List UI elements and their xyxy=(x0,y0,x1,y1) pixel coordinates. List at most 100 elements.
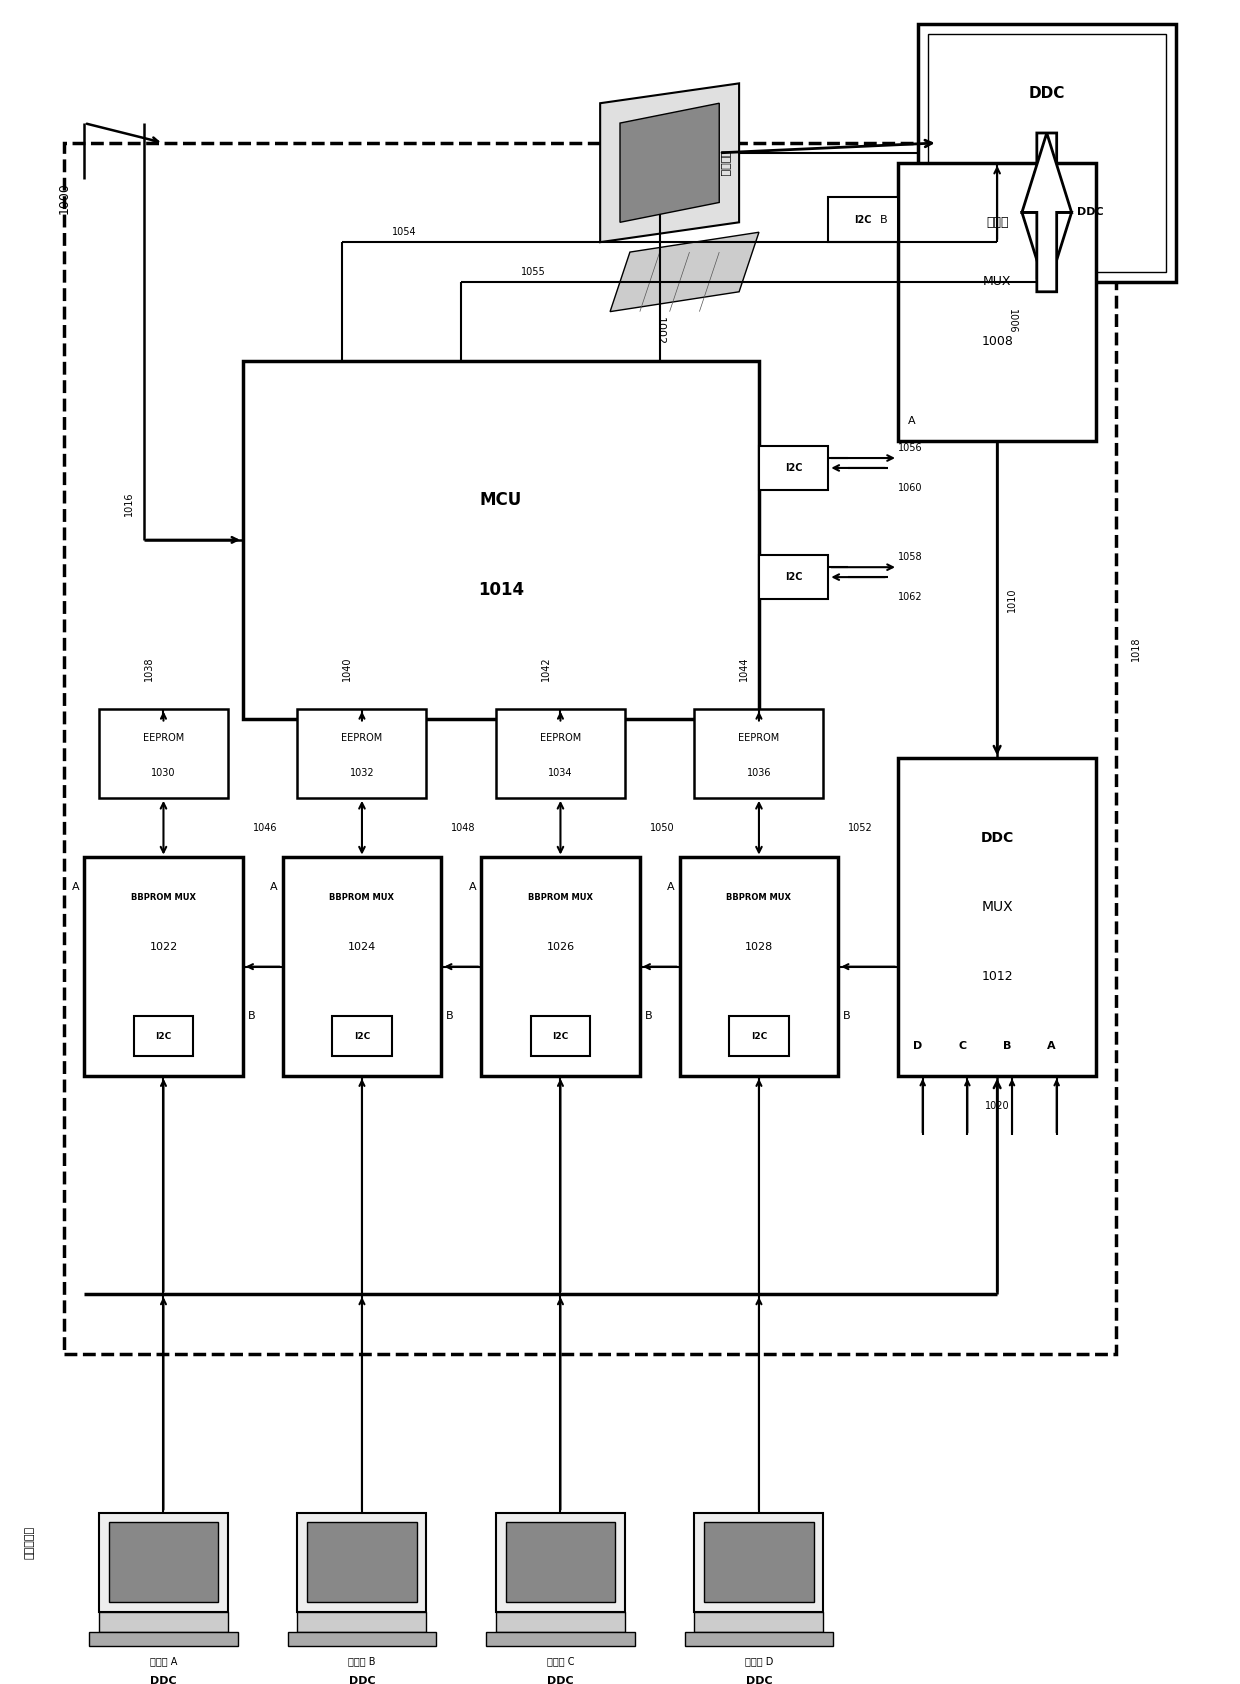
Polygon shape xyxy=(620,103,719,222)
Text: EEPROM: EEPROM xyxy=(143,734,184,743)
Text: 接口: 接口 xyxy=(1038,145,1056,160)
Bar xyxy=(704,1522,813,1601)
Text: 1024: 1024 xyxy=(348,941,376,951)
Bar xyxy=(694,1612,823,1632)
Text: A: A xyxy=(469,882,476,893)
Text: 1002: 1002 xyxy=(655,317,665,345)
Text: B: B xyxy=(1003,1041,1012,1051)
Text: MUX: MUX xyxy=(981,901,1013,914)
Text: 1036: 1036 xyxy=(746,768,771,778)
Text: EEPROM: EEPROM xyxy=(539,734,582,743)
Text: DDC: DDC xyxy=(1028,86,1065,101)
Text: 1055: 1055 xyxy=(521,268,546,276)
Text: 计算朼 A: 计算朼 A xyxy=(150,1657,177,1667)
Text: 1062: 1062 xyxy=(898,593,923,601)
Text: BBPROM MUX: BBPROM MUX xyxy=(131,893,196,901)
Text: C: C xyxy=(959,1041,966,1051)
Text: BBPROM MUX: BBPROM MUX xyxy=(528,893,593,901)
Text: A: A xyxy=(72,882,79,893)
Bar xyxy=(481,857,640,1076)
Bar xyxy=(134,1015,193,1056)
Bar xyxy=(89,1632,238,1647)
Text: I2C: I2C xyxy=(785,573,802,583)
Text: 监视器: 监视器 xyxy=(986,216,1008,229)
Text: 1016: 1016 xyxy=(124,492,134,517)
Text: B: B xyxy=(880,216,888,226)
Bar xyxy=(531,1015,590,1056)
Text: 1008: 1008 xyxy=(981,335,1013,349)
Text: 1040: 1040 xyxy=(342,657,352,680)
Bar xyxy=(694,709,823,798)
Text: A: A xyxy=(908,416,915,426)
Text: 1056: 1056 xyxy=(898,443,923,453)
Text: DDC: DDC xyxy=(150,1676,177,1684)
Text: 1026: 1026 xyxy=(547,941,574,951)
Bar xyxy=(298,1512,427,1612)
Text: 计算朼 C: 计算朼 C xyxy=(547,1657,574,1667)
Bar xyxy=(680,857,838,1076)
Text: 1030: 1030 xyxy=(151,768,176,778)
Bar xyxy=(243,362,759,719)
Bar xyxy=(729,1015,789,1056)
Text: 1000: 1000 xyxy=(58,182,71,214)
Text: 计算朼选择: 计算朼选择 xyxy=(25,1526,35,1559)
Text: 1018: 1018 xyxy=(1131,637,1141,662)
Text: MUX: MUX xyxy=(983,276,1012,288)
Bar xyxy=(918,24,1176,281)
Bar xyxy=(506,1522,615,1601)
Text: 1038: 1038 xyxy=(144,657,154,680)
Text: MCU: MCU xyxy=(480,492,522,509)
Text: A: A xyxy=(270,882,278,893)
Text: EEPROM: EEPROM xyxy=(738,734,780,743)
Text: 1042: 1042 xyxy=(541,657,551,682)
Text: 1048: 1048 xyxy=(451,823,476,832)
Bar xyxy=(298,709,427,798)
Text: 1058: 1058 xyxy=(898,552,923,562)
Bar xyxy=(109,1522,218,1601)
Text: I2C: I2C xyxy=(552,1032,569,1041)
Text: BBPROM MUX: BBPROM MUX xyxy=(330,893,394,901)
Text: 1050: 1050 xyxy=(650,823,675,832)
Text: 1028: 1028 xyxy=(745,941,773,951)
Text: B: B xyxy=(645,1012,652,1021)
Text: I2C: I2C xyxy=(750,1032,768,1041)
Bar xyxy=(898,758,1096,1076)
Text: B: B xyxy=(446,1012,454,1021)
Bar xyxy=(99,1512,228,1612)
Bar xyxy=(283,857,441,1076)
Text: BBPROM MUX: BBPROM MUX xyxy=(727,893,791,901)
Bar xyxy=(84,857,243,1076)
Bar xyxy=(694,1512,823,1612)
Text: 1060: 1060 xyxy=(898,483,923,493)
Bar xyxy=(496,1612,625,1632)
Polygon shape xyxy=(1022,133,1071,291)
Bar xyxy=(99,1612,228,1632)
Text: 视频端口: 视频端口 xyxy=(719,150,729,177)
Bar xyxy=(486,1632,635,1647)
Text: 计算朼 B: 计算朼 B xyxy=(348,1657,376,1667)
Polygon shape xyxy=(600,84,739,242)
Bar xyxy=(64,143,1116,1354)
Bar xyxy=(684,1632,833,1647)
Bar xyxy=(99,709,228,798)
Text: DDC: DDC xyxy=(745,1676,773,1684)
Text: 1054: 1054 xyxy=(392,227,417,237)
Bar xyxy=(828,197,898,242)
Text: B: B xyxy=(843,1012,851,1021)
Text: DDC: DDC xyxy=(1076,207,1104,217)
Text: EEPROM: EEPROM xyxy=(341,734,383,743)
Text: 1014: 1014 xyxy=(477,581,525,598)
Text: I2C: I2C xyxy=(353,1032,370,1041)
Bar xyxy=(308,1522,417,1601)
Text: 1020: 1020 xyxy=(985,1101,1009,1111)
Text: 1052: 1052 xyxy=(848,823,873,832)
Text: I2C: I2C xyxy=(155,1032,171,1041)
Text: DDC: DDC xyxy=(547,1676,574,1684)
Bar xyxy=(759,446,828,490)
Text: 1006: 1006 xyxy=(1007,310,1017,333)
Text: 1010: 1010 xyxy=(1007,588,1017,611)
Polygon shape xyxy=(1022,133,1071,291)
Bar xyxy=(496,709,625,798)
Text: 1022: 1022 xyxy=(149,941,177,951)
Bar xyxy=(759,554,828,600)
